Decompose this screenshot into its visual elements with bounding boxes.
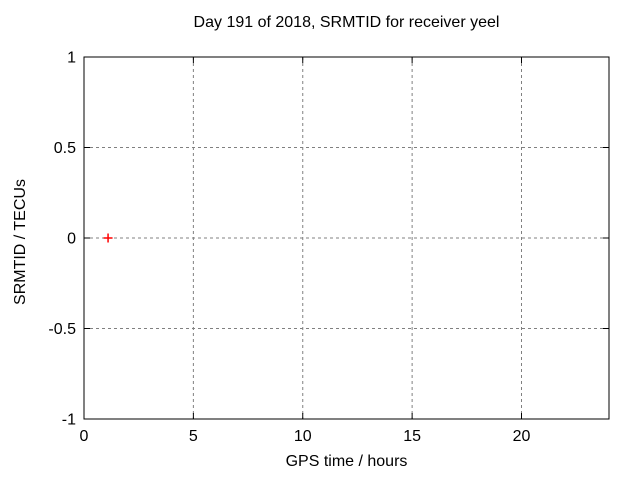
plot-border	[83, 56, 610, 420]
y-tick-label: -0.5	[48, 321, 76, 338]
x-tick-label: 20	[513, 428, 531, 445]
y-tick-label: 0	[67, 231, 76, 248]
x-tick-label: 10	[294, 428, 312, 445]
x-axis-label: GPS time / hours	[285, 453, 408, 470]
y-tick-label: 0.5	[54, 140, 76, 157]
x-tick-label: 15	[403, 428, 421, 445]
y-tick-label: 1	[67, 50, 76, 67]
x-tick-label: 5	[189, 428, 198, 445]
x-tick-label: 0	[80, 428, 89, 445]
y-tick-label: -1	[62, 412, 76, 429]
chart-title: Day 191 of 2018, SRMTID for receiver yee…	[193, 14, 500, 31]
